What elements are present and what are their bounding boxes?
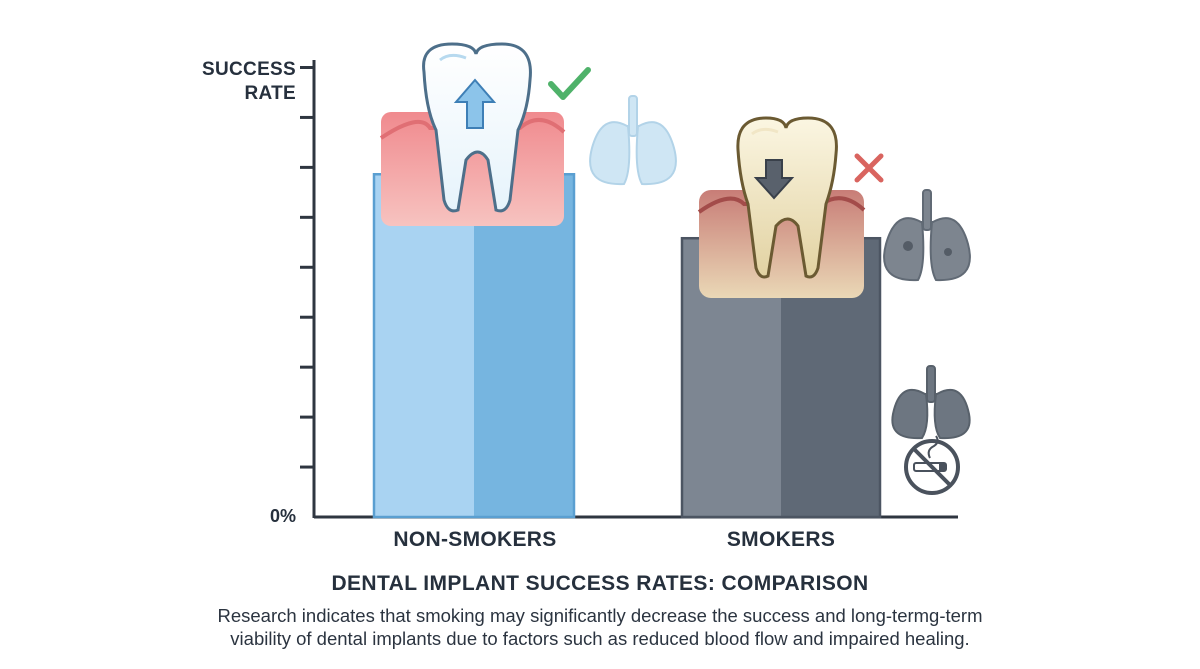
y-axis <box>300 60 316 518</box>
up-arrow-icon <box>453 78 497 129</box>
bars <box>372 173 882 519</box>
y-axis-ticks <box>300 65 314 469</box>
healthy-lungs-icon <box>589 95 677 186</box>
bar-non-smokers <box>372 173 576 519</box>
y-axis-zero-label: 0% <box>269 506 296 526</box>
y-axis-label-line-1: SUCCESS <box>202 59 296 80</box>
dark-lungs-icon <box>891 365 971 440</box>
y-axis-label: SUCCESS RATE <box>180 58 296 106</box>
damaged-lungs-icon <box>883 189 971 282</box>
category-label-non-smokers: NON-SMOKERS <box>393 528 557 551</box>
description-line-1: Research indicates that smoking may sign… <box>217 605 983 626</box>
chart-title: DENTAL IMPLANT SUCCESS RATES: COMPARISON <box>331 572 869 595</box>
cross-mark-icon <box>854 153 884 183</box>
chart-description: Research indicates that smoking may sign… <box>150 604 1050 650</box>
healthy-tooth-icon <box>379 42 566 226</box>
down-arrow-icon <box>753 159 795 200</box>
no-smoking-icon <box>904 435 960 495</box>
description-line-2: viability of dental implants due to fact… <box>230 628 970 649</box>
check-mark-icon <box>548 67 591 100</box>
stained-tooth-icon <box>697 116 866 298</box>
category-label-smokers: SMOKERS <box>726 528 836 551</box>
y-axis-label-line-2: RATE <box>244 83 296 104</box>
